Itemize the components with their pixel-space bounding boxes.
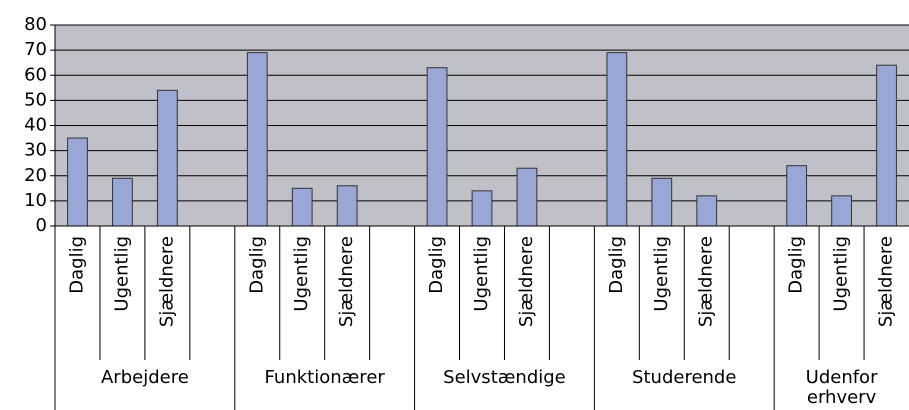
bar <box>156 89 178 227</box>
group-label-box: Funktionærer <box>264 368 385 388</box>
x-tick-label: Ugentlig <box>291 236 312 312</box>
x-tick-label: Ugentlig <box>111 236 132 312</box>
x-tick-label: Sjældnere <box>336 236 357 327</box>
group-label: Selvstændige <box>443 368 566 388</box>
y-tick-label: 60 <box>24 64 47 85</box>
group-label: Funktionærer <box>264 368 385 388</box>
bar <box>786 165 808 227</box>
x-tick-label: Daglig <box>426 236 447 294</box>
bar <box>291 187 313 227</box>
x-tick-label: Daglig <box>246 236 267 294</box>
x-tick-label: Daglig <box>66 236 87 294</box>
group-label: Udenfor erhverv <box>805 368 878 408</box>
bar <box>876 64 897 227</box>
y-tick-label: 30 <box>24 140 47 161</box>
x-tick-label: Ugentlig <box>471 236 492 312</box>
bar <box>516 167 538 227</box>
x-tick-label: Ugentlig <box>651 236 672 312</box>
bar <box>426 67 448 227</box>
y-tick-label: 70 <box>24 39 47 60</box>
x-tick-label: Daglig <box>606 236 627 294</box>
group-label: Studerende <box>632 368 737 388</box>
y-tick-label: 10 <box>24 190 47 211</box>
bar <box>67 137 88 227</box>
x-tick-label: Sjældnere <box>516 236 537 327</box>
x-tick-label: Daglig <box>786 236 807 294</box>
bar <box>471 190 493 227</box>
bar <box>336 185 358 227</box>
group-label: Arbejdere <box>100 368 189 388</box>
y-tick-label: 80 <box>24 14 47 35</box>
x-tick-label: Sjældnere <box>696 236 717 327</box>
y-tick-label: 20 <box>24 165 47 186</box>
group-label-box: Selvstændige <box>443 368 566 388</box>
bar <box>112 177 133 227</box>
bar <box>831 195 852 227</box>
bar <box>606 52 628 227</box>
y-tick-label: 0 <box>36 215 47 236</box>
group-label-box: Udenfor erhverv <box>805 368 878 408</box>
bar <box>696 195 718 227</box>
y-tick-label: 40 <box>24 115 47 136</box>
group-label-box: Studerende <box>632 368 737 388</box>
x-tick-label: Ugentlig <box>831 236 852 312</box>
bar <box>246 52 268 227</box>
x-tick-label: Sjældnere <box>876 236 897 327</box>
x-tick-label: Sjældnere <box>156 236 177 327</box>
y-tick-label: 50 <box>24 89 47 110</box>
group-label-box: Arbejdere <box>100 368 189 388</box>
bar <box>651 177 673 227</box>
